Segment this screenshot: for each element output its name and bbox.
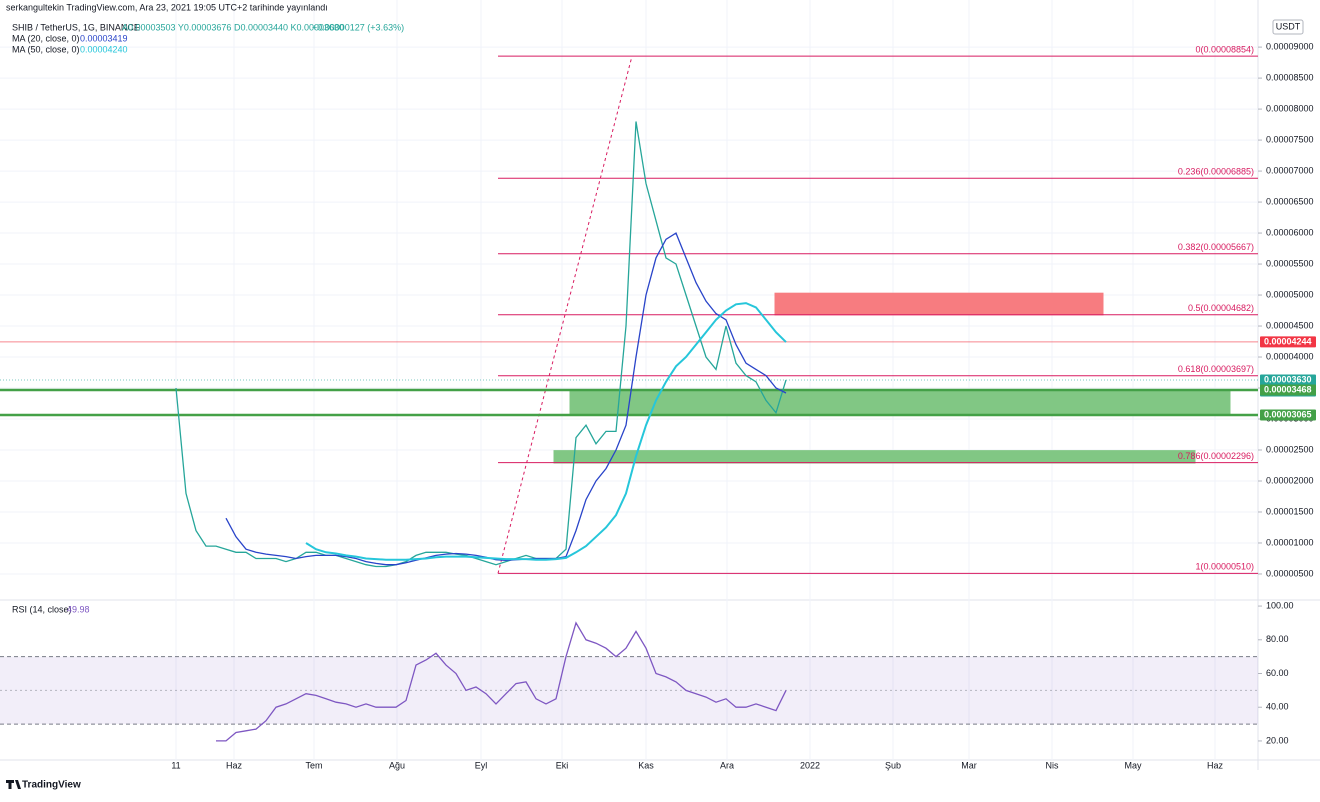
- x-tick-label: Ağu: [389, 760, 405, 770]
- price-label: 0.00003630: [1264, 374, 1312, 384]
- x-tick-label: Nis: [1046, 760, 1059, 770]
- y-tick-label: 80.00: [1266, 634, 1289, 644]
- price-label: 0.00003468: [1264, 384, 1312, 394]
- y-tick-label: 0.00005500: [1266, 258, 1314, 268]
- price-line-series: [175, 121, 787, 568]
- x-tick-label: 11: [171, 760, 180, 770]
- fib-label: 0.786(0.00002296): [1178, 451, 1254, 461]
- zone: [569, 389, 1231, 416]
- y-tick-label: 0.00007500: [1266, 134, 1314, 144]
- x-tick-label: Kas: [638, 760, 654, 770]
- x-tick-label: Eyl: [475, 760, 488, 770]
- currency-badge[interactable]: [1272, 19, 1304, 35]
- published-note: serkangultekin TradingView.com, Ara 23, …: [6, 2, 328, 12]
- y-tick-label: 0.00004000: [1266, 351, 1314, 361]
- y-tick-label: 0.00007000: [1266, 165, 1314, 175]
- rsi-band: [0, 656, 1258, 725]
- ma20-value: 0.00003419: [80, 33, 128, 43]
- ohlc: A0.00003503 Y0.00003676 D0.00003440 K0.0…: [122, 22, 344, 32]
- indicator-line: [216, 621, 787, 742]
- fib-label: 1(0.00000510): [1195, 562, 1254, 572]
- fib-label: 0.618(0.00003697): [1178, 364, 1254, 374]
- price-label: 0.00004244: [1264, 336, 1312, 346]
- y-tick-label: 0.00001000: [1266, 537, 1314, 547]
- currency[interactable]: USDT: [1276, 21, 1301, 31]
- y-tick-label: 0.00006000: [1266, 227, 1314, 237]
- x-tick-label: Haz: [226, 760, 243, 770]
- y-tick-label: 0.00006500: [1266, 196, 1314, 206]
- fib-label: 0.382(0.00005667): [1178, 242, 1254, 252]
- logo-icon: [6, 780, 21, 789]
- y-tick-label: 0.00008500: [1266, 72, 1314, 82]
- rsi-label: RSI (14, close): [12, 604, 72, 614]
- y-tick-label: 0.00000500: [1266, 568, 1314, 578]
- y-tick-label: 0.00002000: [1266, 475, 1314, 485]
- y-tick-label: 0.00004500: [1266, 320, 1314, 330]
- zone: [553, 450, 1196, 464]
- y-tick-label: 100.00: [1266, 600, 1294, 610]
- fib-label: 0(0.00008854): [1195, 45, 1254, 55]
- y-tick-label: 0.00002500: [1266, 444, 1314, 454]
- y-tick-label: 0.00009000: [1266, 41, 1314, 51]
- ma50-value: 0.00004240: [80, 44, 128, 54]
- y-tick-label: 0.00001500: [1266, 506, 1314, 516]
- y-tick-label: 0.00005000: [1266, 289, 1314, 299]
- x-tick-label: Ara: [720, 760, 734, 770]
- indicator-line: [305, 302, 787, 561]
- zone: [774, 292, 1104, 316]
- price-label: 0.00003065: [1264, 409, 1312, 419]
- x-tick-label: 2022: [800, 760, 820, 770]
- fib-label: 0.236(0.00006885): [1178, 167, 1254, 177]
- change: +0.00000127 (+3.63%): [312, 22, 404, 32]
- y-tick-label: 0.00008000: [1266, 103, 1314, 113]
- y-tick-label: 60.00: [1266, 668, 1289, 678]
- x-tick-label: Tem: [305, 760, 322, 770]
- x-tick-label: Haz: [1207, 760, 1224, 770]
- logo: TradingView: [22, 780, 81, 791]
- fib-label: 0.5(0.00004682): [1188, 303, 1254, 313]
- y-tick-label: 40.00: [1266, 702, 1289, 712]
- symbol: SHIB / TetherUS, 1G, BINANCE: [12, 22, 140, 32]
- x-tick-label: May: [1124, 760, 1142, 770]
- fib-trend: [497, 56, 633, 574]
- price-label-bg: [1260, 336, 1316, 348]
- ma20-label: MA (20, close, 0): [12, 33, 80, 43]
- x-tick-label: Şub: [885, 760, 901, 770]
- y-tick-label: 20.00: [1266, 735, 1289, 745]
- indicator-line: [225, 232, 787, 566]
- x-tick-label: Mar: [961, 760, 977, 770]
- rsi-value: 49.98: [67, 604, 90, 614]
- price-label-bg: [1260, 409, 1316, 421]
- x-tick-label: Eki: [556, 760, 569, 770]
- price-label-bg: [1260, 384, 1316, 396]
- ma50-label: MA (50, close, 0): [12, 44, 80, 54]
